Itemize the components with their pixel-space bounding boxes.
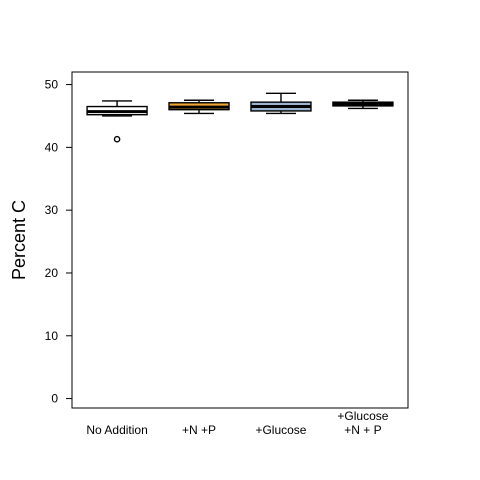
- plot-frame: [71, 71, 409, 409]
- y-tick-label: 40: [45, 140, 59, 154]
- x-category-label: +N + P: [344, 423, 381, 437]
- y-tick-label: 0: [51, 392, 58, 406]
- y-tick-label: 10: [45, 329, 59, 343]
- y-axis: 0 10 20 30 40 50: [45, 78, 73, 406]
- y-tick-label: 50: [45, 78, 59, 92]
- box-group: [250, 92, 312, 115]
- x-axis-labels: No Addition +N +P +Glucose+Glucose+N + P: [86, 409, 388, 437]
- box-group: [332, 99, 394, 110]
- x-category-label: +Glucose: [255, 423, 306, 437]
- x-category-label: No Addition: [86, 423, 147, 437]
- x-category-label: +Glucose: [337, 409, 388, 423]
- boxes: [86, 92, 394, 143]
- y-tick-label: 20: [45, 266, 59, 280]
- y-axis-label: Percent C: [9, 200, 29, 280]
- y-tick-label: 30: [45, 203, 59, 217]
- box-group: [86, 100, 148, 143]
- x-category-label: +N +P: [182, 423, 216, 437]
- box-group: [168, 99, 230, 115]
- outlier-point: [113, 135, 121, 143]
